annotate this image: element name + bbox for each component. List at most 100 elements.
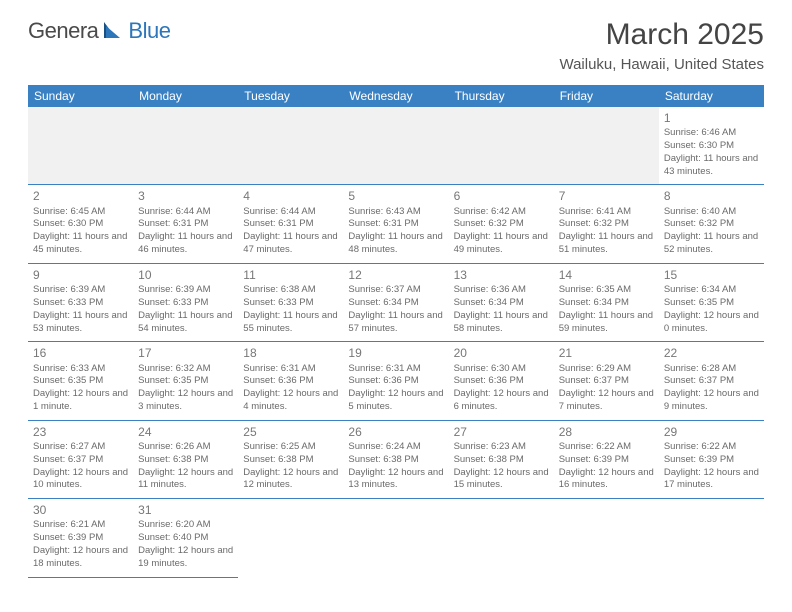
day-cell: 28Sunrise: 6:22 AMSunset: 6:39 PMDayligh… — [554, 420, 659, 498]
day-cell: 15Sunrise: 6:34 AMSunset: 6:35 PMDayligh… — [659, 263, 764, 341]
day-cell: 7Sunrise: 6:41 AMSunset: 6:32 PMDaylight… — [554, 185, 659, 263]
sunset-text: Sunset: 6:38 PM — [138, 454, 233, 467]
sunrise-text: Sunrise: 6:39 AM — [138, 284, 233, 297]
day-number: 7 — [559, 188, 654, 204]
location: Wailuku, Hawaii, United States — [559, 56, 764, 73]
sunset-text: Sunset: 6:31 PM — [348, 218, 443, 231]
sunset-text: Sunset: 6:38 PM — [348, 454, 443, 467]
sunset-text: Sunset: 6:35 PM — [33, 375, 128, 388]
day-cell: 19Sunrise: 6:31 AMSunset: 6:36 PMDayligh… — [343, 342, 448, 420]
sunset-text: Sunset: 6:39 PM — [559, 454, 654, 467]
daylight-text: Daylight: 12 hours and 4 minutes. — [243, 388, 338, 414]
sunset-text: Sunset: 6:37 PM — [559, 375, 654, 388]
daylight-text: Daylight: 12 hours and 19 minutes. — [138, 545, 233, 571]
sunset-text: Sunset: 6:30 PM — [664, 140, 759, 153]
day-cell: 8Sunrise: 6:40 AMSunset: 6:32 PMDaylight… — [659, 185, 764, 263]
sunset-text: Sunset: 6:34 PM — [454, 297, 549, 310]
daylight-text: Daylight: 11 hours and 51 minutes. — [559, 231, 654, 257]
sunset-text: Sunset: 6:35 PM — [138, 375, 233, 388]
logo-text-2: Blue — [128, 18, 170, 44]
sunrise-text: Sunrise: 6:35 AM — [559, 284, 654, 297]
sunrise-text: Sunrise: 6:33 AM — [33, 363, 128, 376]
sunset-text: Sunset: 6:34 PM — [559, 297, 654, 310]
sunset-text: Sunset: 6:37 PM — [33, 454, 128, 467]
day-cell: 31Sunrise: 6:20 AMSunset: 6:40 PMDayligh… — [133, 499, 238, 577]
day-cell: 24Sunrise: 6:26 AMSunset: 6:38 PMDayligh… — [133, 420, 238, 498]
day-number: 31 — [138, 502, 233, 518]
sunset-text: Sunset: 6:32 PM — [454, 218, 549, 231]
sunrise-text: Sunrise: 6:36 AM — [454, 284, 549, 297]
day-cell: 20Sunrise: 6:30 AMSunset: 6:36 PMDayligh… — [449, 342, 554, 420]
day-cell: 13Sunrise: 6:36 AMSunset: 6:34 PMDayligh… — [449, 263, 554, 341]
daylight-text: Daylight: 11 hours and 45 minutes. — [33, 231, 128, 257]
sunrise-text: Sunrise: 6:42 AM — [454, 206, 549, 219]
daylight-text: Daylight: 11 hours and 43 minutes. — [664, 153, 759, 179]
daylight-text: Daylight: 12 hours and 10 minutes. — [33, 467, 128, 493]
header: Genera Blue March 2025 Wailuku, Hawaii, … — [28, 18, 764, 73]
month-title: March 2025 — [559, 18, 764, 52]
sunrise-text: Sunrise: 6:26 AM — [138, 441, 233, 454]
day-number: 27 — [454, 424, 549, 440]
daylight-text: Daylight: 12 hours and 15 minutes. — [454, 467, 549, 493]
sunrise-text: Sunrise: 6:25 AM — [243, 441, 338, 454]
sunrise-text: Sunrise: 6:44 AM — [243, 206, 338, 219]
day-cell: 27Sunrise: 6:23 AMSunset: 6:38 PMDayligh… — [449, 420, 554, 498]
calendar-table: SundayMondayTuesdayWednesdayThursdayFrid… — [28, 85, 764, 578]
day-cell — [238, 107, 343, 185]
sunrise-text: Sunrise: 6:27 AM — [33, 441, 128, 454]
daylight-text: Daylight: 12 hours and 5 minutes. — [348, 388, 443, 414]
day-cell — [659, 499, 764, 577]
logo: Genera Blue — [28, 18, 170, 44]
sunrise-text: Sunrise: 6:24 AM — [348, 441, 443, 454]
sunrise-text: Sunrise: 6:30 AM — [454, 363, 549, 376]
day-number: 8 — [664, 188, 759, 204]
sunset-text: Sunset: 6:37 PM — [664, 375, 759, 388]
sunrise-text: Sunrise: 6:34 AM — [664, 284, 759, 297]
sunset-text: Sunset: 6:31 PM — [138, 218, 233, 231]
sunrise-text: Sunrise: 6:38 AM — [243, 284, 338, 297]
day-cell: 16Sunrise: 6:33 AMSunset: 6:35 PMDayligh… — [28, 342, 133, 420]
sunrise-text: Sunrise: 6:31 AM — [348, 363, 443, 376]
sunset-text: Sunset: 6:33 PM — [138, 297, 233, 310]
weekday-header: Thursday — [449, 85, 554, 107]
day-cell — [554, 107, 659, 185]
day-cell: 2Sunrise: 6:45 AMSunset: 6:30 PMDaylight… — [28, 185, 133, 263]
day-number: 25 — [243, 424, 338, 440]
daylight-text: Daylight: 12 hours and 18 minutes. — [33, 545, 128, 571]
day-number: 6 — [454, 188, 549, 204]
daylight-text: Daylight: 12 hours and 0 minutes. — [664, 310, 759, 336]
daylight-text: Daylight: 11 hours and 55 minutes. — [243, 310, 338, 336]
daylight-text: Daylight: 11 hours and 59 minutes. — [559, 310, 654, 336]
sunrise-text: Sunrise: 6:45 AM — [33, 206, 128, 219]
day-number: 5 — [348, 188, 443, 204]
day-number: 13 — [454, 267, 549, 283]
day-number: 20 — [454, 345, 549, 361]
daylight-text: Daylight: 11 hours and 54 minutes. — [138, 310, 233, 336]
day-cell: 12Sunrise: 6:37 AMSunset: 6:34 PMDayligh… — [343, 263, 448, 341]
sunset-text: Sunset: 6:33 PM — [33, 297, 128, 310]
sunset-text: Sunset: 6:38 PM — [454, 454, 549, 467]
day-cell: 23Sunrise: 6:27 AMSunset: 6:37 PMDayligh… — [28, 420, 133, 498]
day-number: 12 — [348, 267, 443, 283]
sunset-text: Sunset: 6:36 PM — [348, 375, 443, 388]
day-cell: 5Sunrise: 6:43 AMSunset: 6:31 PMDaylight… — [343, 185, 448, 263]
day-cell — [343, 499, 448, 577]
day-cell: 9Sunrise: 6:39 AMSunset: 6:33 PMDaylight… — [28, 263, 133, 341]
sunrise-text: Sunrise: 6:44 AM — [138, 206, 233, 219]
day-number: 24 — [138, 424, 233, 440]
daylight-text: Daylight: 12 hours and 11 minutes. — [138, 467, 233, 493]
day-cell: 29Sunrise: 6:22 AMSunset: 6:39 PMDayligh… — [659, 420, 764, 498]
daylight-text: Daylight: 11 hours and 48 minutes. — [348, 231, 443, 257]
daylight-text: Daylight: 12 hours and 16 minutes. — [559, 467, 654, 493]
daylight-text: Daylight: 11 hours and 46 minutes. — [138, 231, 233, 257]
daylight-text: Daylight: 12 hours and 9 minutes. — [664, 388, 759, 414]
sunset-text: Sunset: 6:39 PM — [33, 532, 128, 545]
day-number: 16 — [33, 345, 128, 361]
table-row: 16Sunrise: 6:33 AMSunset: 6:35 PMDayligh… — [28, 342, 764, 420]
day-cell: 17Sunrise: 6:32 AMSunset: 6:35 PMDayligh… — [133, 342, 238, 420]
daylight-text: Daylight: 12 hours and 12 minutes. — [243, 467, 338, 493]
day-number: 23 — [33, 424, 128, 440]
calendar-page: Genera Blue March 2025 Wailuku, Hawaii, … — [0, 0, 792, 588]
day-cell: 1Sunrise: 6:46 AMSunset: 6:30 PMDaylight… — [659, 107, 764, 185]
day-number: 11 — [243, 267, 338, 283]
